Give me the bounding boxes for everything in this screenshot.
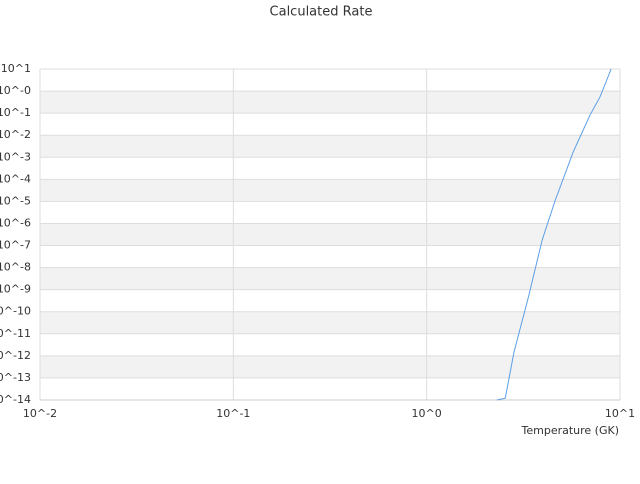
grid-band [40, 311, 620, 334]
grid-band [40, 91, 620, 114]
y-tick-label: 10^-9 [0, 283, 31, 296]
x-axis-label: Temperature (GK) [521, 424, 620, 437]
y-tick-label: 10^-11 [0, 327, 31, 340]
y-tick-label: 10^-1 [0, 106, 31, 119]
grid-band [40, 223, 620, 246]
x-tick-label: 10^-1 [216, 407, 250, 420]
y-tick-label: 10^-8 [0, 261, 31, 274]
y-tick-label: 10^-12 [0, 349, 31, 362]
y-tick-label: 10^-3 [0, 150, 31, 163]
grid-band [40, 355, 620, 378]
grid-band [40, 135, 620, 158]
y-tick-label: 10^-13 [0, 371, 31, 384]
grid-band [40, 267, 620, 290]
grid-band [40, 179, 620, 202]
y-tick-label: 10^-2 [0, 128, 31, 141]
y-tick-label: 10^-7 [0, 239, 31, 252]
x-tick-label: 10^0 [412, 407, 442, 420]
x-tick-label: 10^1 [605, 407, 635, 420]
x-tick-label: 10^-2 [23, 407, 57, 420]
y-tick-label: 10^-14 [0, 393, 31, 406]
data-line [496, 68, 612, 401]
chart-title: Calculated Rate [270, 5, 373, 20]
y-tick-label: 10^-0 [0, 84, 31, 97]
y-tick-label: 10^-10 [0, 305, 31, 318]
y-tick-label: 10^-6 [0, 216, 31, 229]
y-tick-label: 10^-5 [0, 194, 31, 207]
y-tick-label: 10^1 [1, 62, 31, 75]
y-tick-label: 10^-4 [0, 172, 31, 185]
